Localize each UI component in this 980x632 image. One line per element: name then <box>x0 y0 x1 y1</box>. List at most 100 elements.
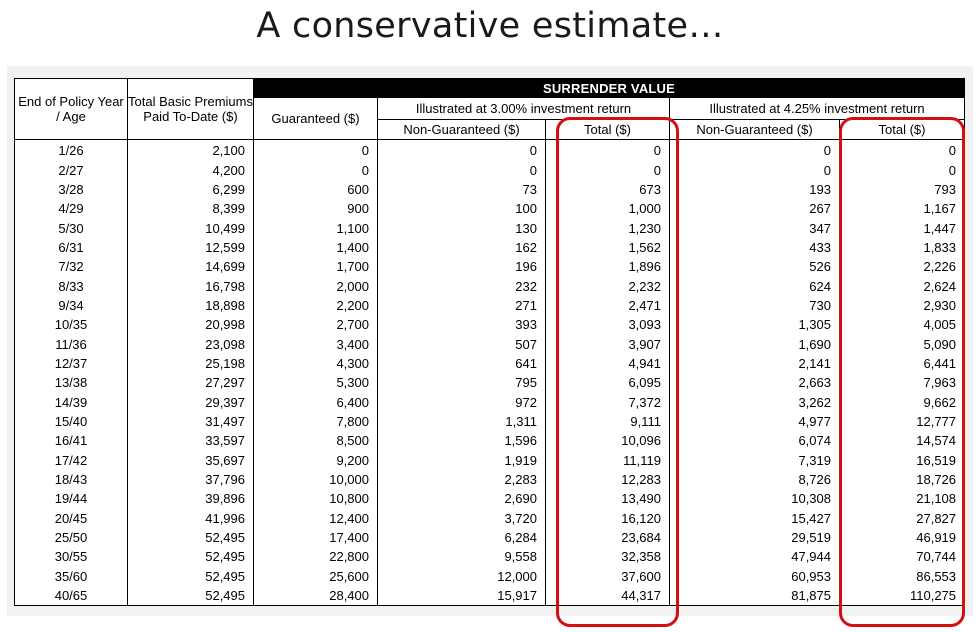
cell-total-300: 37,600 <box>545 566 670 586</box>
header-guaranteed: Guaranteed ($) <box>253 97 378 140</box>
cell-total-425: 18,726 <box>838 469 966 490</box>
cell-total-300: 10,096 <box>545 431 670 451</box>
cell-guaranteed: 1,100 <box>253 218 378 238</box>
cell-non-guaranteed-300: 972 <box>377 392 546 412</box>
cell-total-300: 1,562 <box>545 237 670 258</box>
header-illustrated-300: Illustrated at 3.00% investment return <box>377 97 670 120</box>
cell-total-425: 2,930 <box>838 295 966 316</box>
cell-total-300: 2,471 <box>545 295 670 316</box>
cell-policy-year: 14/39 <box>14 392 128 412</box>
cell-non-guaranteed-425: 3,262 <box>669 392 840 412</box>
cell-guaranteed: 600 <box>253 179 378 200</box>
cell-policy-year: 3/28 <box>14 179 128 200</box>
cell-total-300: 1,230 <box>545 218 670 238</box>
cell-non-guaranteed-300: 641 <box>377 353 546 374</box>
cell-non-guaranteed-300: 130 <box>377 218 546 238</box>
cell-non-guaranteed-425: 433 <box>669 237 840 258</box>
table-row: 1/26 2,100 0 0 0 0 0 <box>14 139 966 161</box>
cell-guaranteed: 2,700 <box>253 315 378 335</box>
table-row: 14/39 29,397 6,400 972 7,372 3,262 9,662 <box>14 392 966 412</box>
cell-guaranteed: 3,400 <box>253 334 378 354</box>
cell-non-guaranteed-425: 267 <box>669 199 840 219</box>
cell-non-guaranteed-300: 2,283 <box>377 469 546 490</box>
cell-guaranteed: 9,200 <box>253 450 378 470</box>
cell-policy-year: 18/43 <box>14 469 128 490</box>
table-row: 4/29 8,399 900 100 1,000 267 1,167 <box>14 199 966 219</box>
cell-non-guaranteed-300: 2,690 <box>377 489 546 509</box>
table-row: 9/34 18,898 2,200 271 2,471 730 2,930 <box>14 295 966 316</box>
table-row: 15/40 31,497 7,800 1,311 9,111 4,977 12,777 <box>14 411 966 432</box>
cell-total-425: 46,919 <box>838 527 966 548</box>
cell-policy-year: 20/45 <box>14 508 128 528</box>
cell-non-guaranteed-300: 6,284 <box>377 527 546 548</box>
cell-guaranteed: 1,400 <box>253 237 378 258</box>
cell-total-425: 793 <box>838 179 966 200</box>
cell-policy-year: 9/34 <box>14 295 128 316</box>
table-row: 18/43 37,796 10,000 2,283 12,283 8,726 18,726 <box>14 469 966 490</box>
cell-non-guaranteed-425: 0 <box>669 139 840 161</box>
table-row: 6/31 12,599 1,400 162 1,562 433 1,833 <box>14 237 966 258</box>
cell-policy-year: 8/33 <box>14 276 128 296</box>
cell-guaranteed: 25,600 <box>253 566 378 586</box>
cell-non-guaranteed-300: 1,919 <box>377 450 546 470</box>
cell-total-425: 7,963 <box>838 373 966 393</box>
cell-premiums-paid: 20,998 <box>127 315 254 335</box>
cell-total-300: 1,896 <box>545 257 670 277</box>
cell-policy-year: 6/31 <box>14 237 128 258</box>
table-row: 5/30 10,499 1,100 130 1,230 347 1,447 <box>14 218 966 238</box>
table-row: 8/33 16,798 2,000 232 2,232 624 2,624 <box>14 276 966 296</box>
cell-non-guaranteed-300: 0 <box>377 160 546 180</box>
cell-non-guaranteed-425: 1,305 <box>669 315 840 335</box>
table-row: 7/32 14,699 1,700 196 1,896 526 2,226 <box>14 257 966 277</box>
cell-premiums-paid: 6,299 <box>127 179 254 200</box>
cell-guaranteed: 5,300 <box>253 373 378 393</box>
cell-premiums-paid: 39,896 <box>127 489 254 509</box>
cell-non-guaranteed-300: 3,720 <box>377 508 546 528</box>
cell-non-guaranteed-300: 162 <box>377 237 546 258</box>
table-row: 11/36 23,098 3,400 507 3,907 1,690 5,090 <box>14 334 966 354</box>
header-non-guaranteed-425: Non-Guaranteed ($) <box>669 119 840 140</box>
cell-total-300: 9,111 <box>545 411 670 432</box>
surrender-value-table-container: End of Policy Year / Age Total Basic Pre… <box>14 78 966 607</box>
highlight-total-300-column <box>556 117 679 627</box>
cell-policy-year: 25/50 <box>14 527 128 548</box>
cell-premiums-paid: 31,497 <box>127 411 254 432</box>
table-row: 13/38 27,297 5,300 795 6,095 2,663 7,963 <box>14 373 966 393</box>
cell-guaranteed: 12,400 <box>253 508 378 528</box>
cell-premiums-paid: 16,798 <box>127 276 254 296</box>
cell-total-300: 7,372 <box>545 392 670 412</box>
cell-guaranteed: 4,300 <box>253 353 378 374</box>
highlight-total-425-column <box>839 117 965 627</box>
cell-non-guaranteed-300: 507 <box>377 334 546 354</box>
cell-premiums-paid: 27,297 <box>127 373 254 393</box>
cell-non-guaranteed-425: 15,427 <box>669 508 840 528</box>
table-row: 20/45 41,996 12,400 3,720 16,120 15,427 27,827 <box>14 508 966 528</box>
table-row: 12/37 25,198 4,300 641 4,941 2,141 6,441 <box>14 353 966 374</box>
cell-policy-year: 16/41 <box>14 431 128 451</box>
cell-guaranteed: 900 <box>253 199 378 219</box>
cell-non-guaranteed-425: 730 <box>669 295 840 316</box>
surrender-value-table: End of Policy Year / Age Total Basic Pre… <box>14 78 966 607</box>
cell-policy-year: 13/38 <box>14 373 128 393</box>
cell-non-guaranteed-300: 1,311 <box>377 411 546 432</box>
cell-premiums-paid: 8,399 <box>127 199 254 219</box>
cell-premiums-paid: 52,495 <box>127 585 254 607</box>
cell-non-guaranteed-300: 100 <box>377 199 546 219</box>
cell-premiums-paid: 23,098 <box>127 334 254 354</box>
cell-premiums-paid: 14,699 <box>127 257 254 277</box>
table-row: 10/35 20,998 2,700 393 3,093 1,305 4,005 <box>14 315 966 335</box>
cell-guaranteed: 0 <box>253 139 378 161</box>
cell-premiums-paid: 41,996 <box>127 508 254 528</box>
header-policy-year: End of Policy Year / Age <box>14 78 128 140</box>
cell-premiums-paid: 52,495 <box>127 547 254 567</box>
cell-total-425: 1,447 <box>838 218 966 238</box>
cell-policy-year: 2/27 <box>14 160 128 180</box>
cell-total-300: 32,358 <box>545 547 670 567</box>
cell-total-300: 1,000 <box>545 199 670 219</box>
cell-total-425: 5,090 <box>838 334 966 354</box>
cell-non-guaranteed-300: 73 <box>377 179 546 200</box>
cell-non-guaranteed-300: 232 <box>377 276 546 296</box>
slide-title: A conservative estimate… <box>256 6 724 46</box>
cell-non-guaranteed-425: 2,663 <box>669 373 840 393</box>
cell-guaranteed: 6,400 <box>253 392 378 412</box>
